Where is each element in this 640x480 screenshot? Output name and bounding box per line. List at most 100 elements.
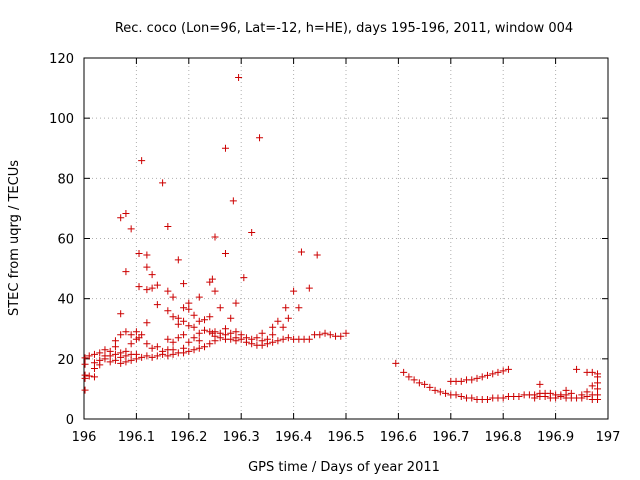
data-point [557, 392, 565, 400]
data-point [594, 370, 602, 378]
x-tick-label: 196.1 [118, 430, 155, 445]
data-point [588, 382, 596, 390]
data-point [489, 370, 497, 378]
data-point [316, 331, 324, 339]
data-point [169, 338, 177, 346]
data-point [153, 281, 161, 289]
data-point [195, 329, 203, 337]
data-point [562, 386, 570, 394]
data-point [232, 299, 240, 307]
data-point [578, 391, 586, 399]
data-point [138, 331, 146, 339]
data-point [483, 371, 491, 379]
data-point [164, 352, 172, 360]
data-point [211, 328, 219, 336]
x-tick-label: 196.4 [275, 430, 312, 445]
data-point [153, 343, 161, 351]
data-point [240, 274, 248, 282]
data-point [180, 304, 188, 312]
data-point [216, 329, 224, 337]
data-point [153, 301, 161, 309]
y-tick-label: 120 [49, 52, 74, 67]
data-point [313, 251, 321, 259]
y-tick-label: 40 [57, 293, 74, 308]
data-point [174, 320, 182, 328]
data-point [405, 373, 413, 381]
data-point [148, 344, 156, 352]
data-point [174, 314, 182, 322]
data-point [421, 380, 429, 388]
x-tick-label: 196.6 [380, 430, 417, 445]
data-point [143, 263, 151, 271]
data-points [81, 74, 602, 403]
data-point [297, 248, 305, 256]
data-point [442, 389, 450, 397]
data-point [426, 383, 434, 391]
data-point [536, 380, 544, 388]
data-point [111, 343, 119, 351]
data-point [96, 356, 104, 364]
data-point [248, 335, 256, 343]
data-point [132, 328, 140, 336]
data-point [143, 286, 151, 294]
data-point [457, 377, 465, 385]
data-point [132, 350, 140, 358]
data-point [211, 233, 219, 241]
data-point [594, 385, 602, 393]
data-point [227, 335, 235, 343]
data-point [190, 323, 198, 331]
data-point [457, 392, 465, 400]
data-point [180, 317, 188, 325]
x-tick-label: 196.5 [327, 430, 364, 445]
data-point [127, 331, 135, 339]
data-point [337, 332, 345, 340]
data-point [81, 371, 89, 379]
data-point [122, 328, 130, 336]
data-point [201, 316, 209, 324]
data-point [90, 373, 98, 381]
data-point [269, 323, 277, 331]
data-point [256, 134, 264, 142]
data-point [169, 293, 177, 301]
data-point [269, 331, 277, 339]
data-point [541, 392, 549, 400]
data-point [159, 347, 167, 355]
data-point [185, 305, 193, 313]
data-point [190, 311, 198, 319]
data-point [235, 74, 243, 82]
x-tick-label: 197 [596, 430, 621, 445]
axis-ticks: 196 196.1 196.2 196.3 196.4 196.5 196.6 196.7 19… [49, 52, 620, 445]
data-point [185, 338, 193, 346]
data-point [201, 326, 209, 334]
data-point [117, 331, 125, 339]
data-point [164, 222, 172, 230]
data-point [111, 356, 119, 364]
data-point [295, 304, 303, 312]
data-point [174, 256, 182, 264]
data-point [206, 340, 214, 348]
data-point [531, 394, 539, 402]
data-point [478, 373, 486, 381]
data-point [164, 287, 172, 295]
data-point [494, 368, 502, 376]
data-point [279, 335, 287, 343]
data-point [195, 317, 203, 325]
data-point [284, 314, 292, 322]
data-point [174, 334, 182, 342]
data-point [515, 392, 523, 400]
x-tick-label: 196.3 [223, 430, 260, 445]
data-point [169, 346, 177, 354]
data-point [201, 343, 209, 351]
data-point [143, 319, 151, 327]
data-point [81, 360, 89, 368]
data-point [242, 334, 250, 342]
data-point [221, 250, 229, 258]
data-point [483, 395, 491, 403]
data-point [392, 359, 400, 367]
data-point [274, 317, 282, 325]
data-point [111, 337, 119, 345]
data-point [583, 388, 591, 396]
data-point [342, 329, 350, 337]
data-point [221, 325, 229, 333]
